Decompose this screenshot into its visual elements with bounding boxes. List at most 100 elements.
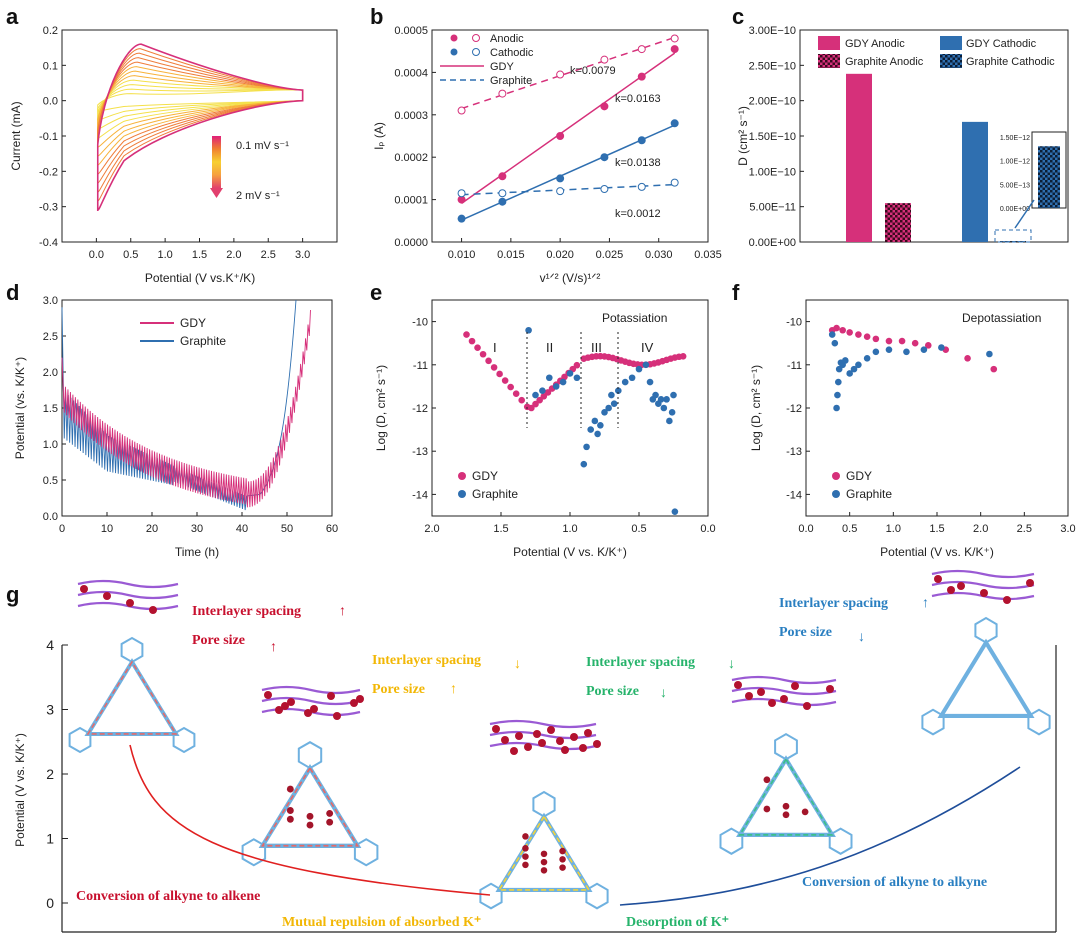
x-tick-label: 0.5 (842, 523, 857, 535)
panel-d-xlabel: Time (h) (175, 545, 219, 559)
panel-a-cv-curves (96, 43, 304, 212)
intercalated-k (356, 695, 364, 703)
panel-f-ticks: 0.0 0.5 1.0 1.5 2.0 2.5 3.0 -14 -13 -12 -11 -10 (786, 317, 1076, 535)
graphite-point (657, 396, 665, 403)
intercalated-k (768, 699, 776, 707)
intercalated-k (734, 681, 742, 689)
graphite-point (621, 378, 629, 386)
potassium-ion (286, 785, 294, 793)
data-point (498, 189, 507, 198)
region-4: IV (641, 340, 654, 355)
intercalated-k (327, 692, 335, 700)
graphdiyne-layer (489, 730, 597, 740)
stage3-interlayer: Interlayer spacing (586, 655, 695, 670)
intercalated-k (791, 682, 799, 690)
graphite-point (591, 417, 599, 425)
panel-b-xlabel: v¹ᐟ² (V/s)¹ᐟ² (540, 271, 601, 285)
triyne-frame (258, 763, 362, 848)
y-tick-label: -11 (787, 360, 802, 372)
legend-anodic-open (472, 34, 480, 42)
panel-d-label: d (6, 280, 19, 305)
graphdiyne-layer (489, 719, 597, 729)
graphite-point (842, 357, 849, 364)
x-tick-label: 10 (101, 523, 113, 535)
panel-f-label: f (732, 280, 740, 305)
gdy-point (507, 383, 514, 391)
intercalated-k (803, 702, 811, 710)
discharge-curve (129, 744, 491, 896)
panel-a-frame (61, 29, 338, 243)
panel-e-plot (463, 326, 687, 515)
gdy-point (855, 331, 862, 338)
y-tick-label: -13 (412, 446, 428, 458)
intercalated-k (826, 685, 834, 693)
y-tick-label: 2.00E−10 (749, 96, 796, 108)
x-tick-label: 1.0 (157, 249, 172, 261)
graphite-point (635, 365, 643, 373)
potassium-ion (286, 807, 294, 814)
data-point (637, 136, 646, 145)
region-2: II (546, 340, 553, 355)
intercalated-k (593, 740, 601, 748)
graphite-point (668, 409, 676, 416)
panel-e: e 2.0 1.5 1.0 0.5 0.0 -14 -13 -12 -11 -10 Potassi… (370, 280, 716, 559)
y-tick-label: -10 (786, 317, 802, 329)
gdy-point (924, 342, 932, 349)
graphite-point (828, 331, 836, 338)
y-tick-label: 0.00E+00 (749, 237, 796, 249)
alkyne-links (260, 766, 360, 847)
legend-cathodic-open (472, 48, 480, 56)
graphite-point (670, 391, 677, 399)
y-tick-label: 3 (46, 702, 54, 718)
stage2-interlayer: Interlayer spacing (372, 653, 481, 668)
graphite-point (872, 348, 880, 356)
stage3-arrow2: ↓ (660, 686, 667, 701)
intercalated-k (579, 744, 587, 752)
legend-graphite-cathodic: Graphite Cathodic (966, 56, 1055, 68)
data-point (498, 89, 507, 98)
graphite-point (559, 378, 567, 386)
stage3-arrow1: ↓ (728, 657, 735, 672)
graphite-point (903, 348, 910, 356)
stage1-arrow1: ↑ (339, 604, 346, 619)
legend-graphite-anodic: Graphite Anodic (845, 56, 924, 68)
cv-loop (96, 43, 304, 212)
inset-tick-label: 0.00E+00 (1000, 206, 1030, 213)
legend-graphite-cathodic-swatch (940, 54, 962, 68)
y-tick-label: 3.0 (43, 295, 58, 307)
y-tick-label: 0.0001 (394, 195, 428, 207)
alkyne-links (497, 814, 591, 891)
stage2-arrow2: ↑ (450, 682, 457, 697)
intercalated-k (780, 695, 788, 703)
y-tick-label: -11 (413, 360, 428, 372)
intercalated-k (1026, 579, 1034, 587)
stage4-arrow2: ↓ (858, 630, 865, 645)
potassium-ion (326, 818, 334, 826)
panel-g-label: g (6, 582, 19, 607)
legend-gdy-e: GDY (472, 469, 498, 483)
graphite-point (605, 404, 612, 412)
graphite-point (986, 350, 993, 358)
panel-b: b 0.010 0.015 0.020 0.025 0.030 0.0350.00000.… (370, 4, 722, 285)
triyne-frame (736, 755, 836, 837)
graphite-point (539, 387, 546, 395)
x-tick-label: 0.030 (645, 249, 673, 261)
scan-rate-colorbar (212, 136, 221, 188)
graphite-point (660, 404, 668, 412)
x-tick-label: 50 (281, 523, 293, 535)
legend-gdy-anodic-swatch (818, 36, 840, 50)
x-tick-label: 0.025 (596, 249, 624, 261)
panel-g-ylabel: Potential (V vs. K/K⁺) (13, 733, 27, 847)
data-point (637, 45, 646, 54)
intercalated-k (510, 747, 518, 755)
x-tick-label: 0.0 (89, 249, 104, 261)
x-tick-label: 2.5 (261, 249, 276, 261)
intercalated-k (980, 589, 988, 597)
fit-line (461, 36, 675, 110)
panel-c: c 0.00E+00 5.00E−11 1.00E−10 1.50E−10 2.00E−… (732, 4, 1069, 249)
x-tick-label: 30 (191, 523, 203, 535)
legend-anodic: Anodic (490, 33, 524, 45)
gdy-trace (61, 309, 311, 508)
graphite-trace (61, 299, 297, 511)
legend-graphite-marker-f (832, 490, 840, 498)
